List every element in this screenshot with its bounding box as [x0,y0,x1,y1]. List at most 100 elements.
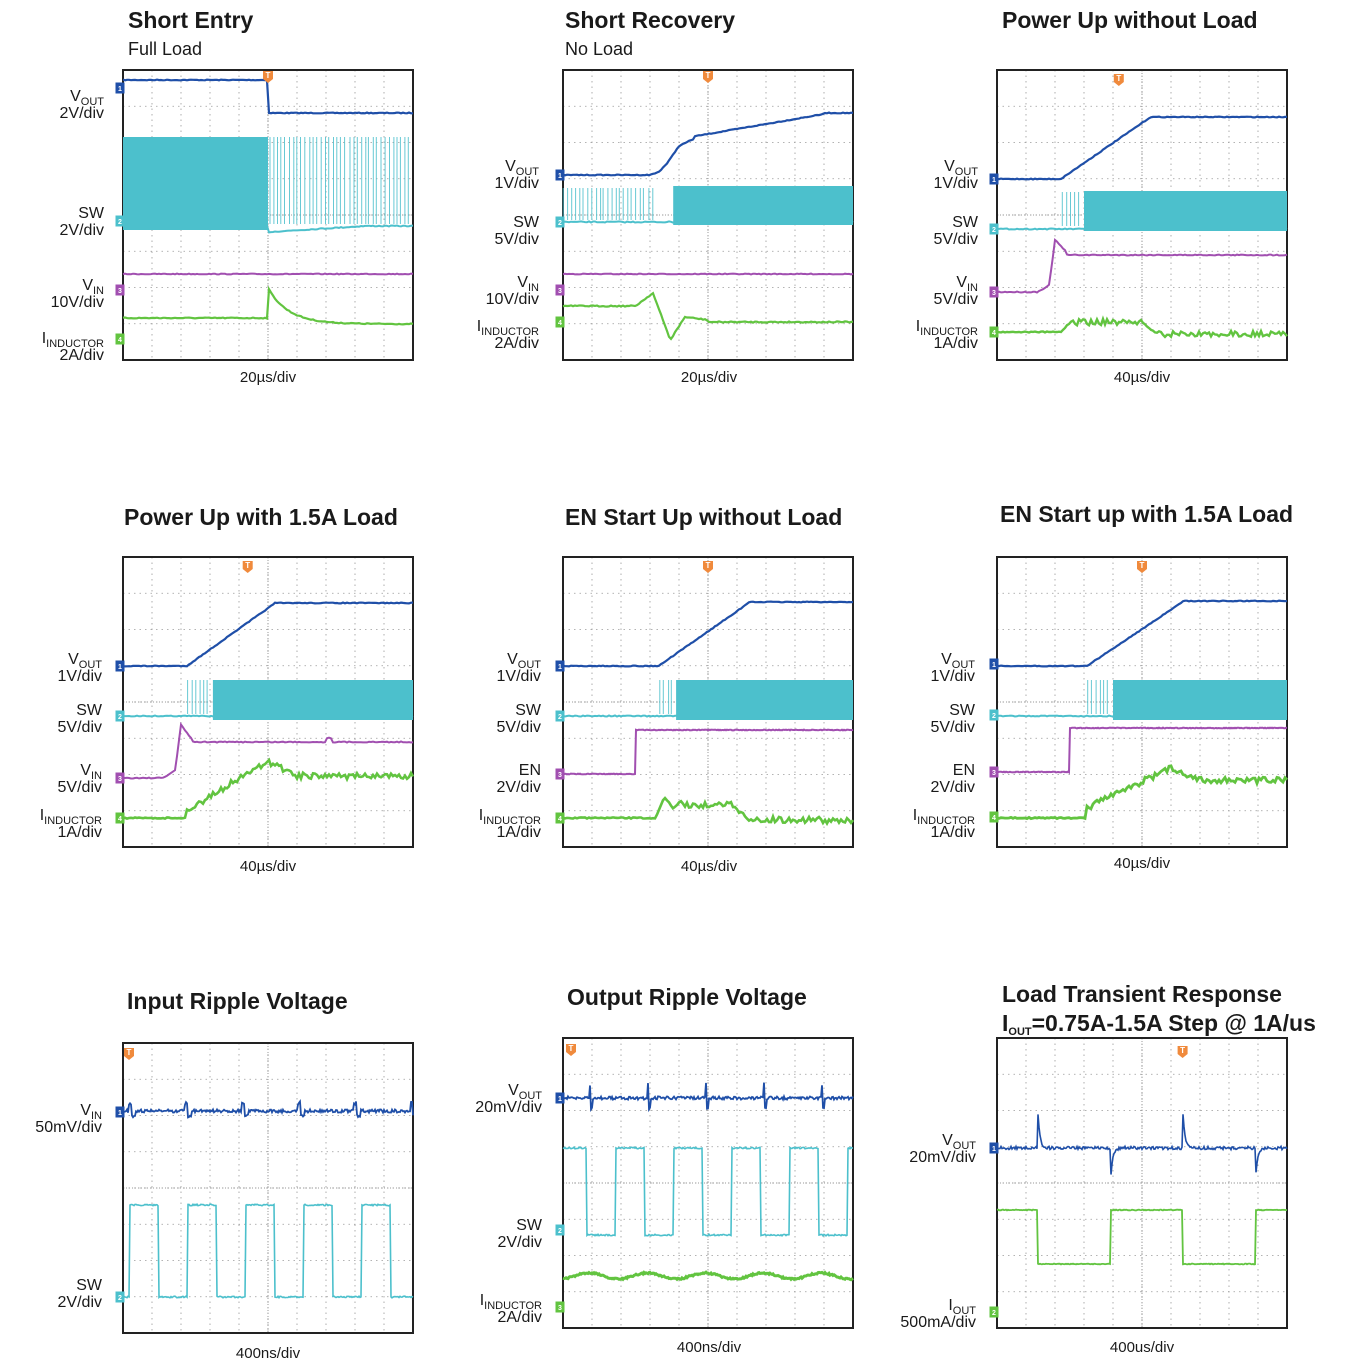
channel-label: VIN [80,762,102,782]
sw-baseline [122,714,414,718]
sw-band [1113,680,1287,720]
channel-marker-number: 1 [118,86,122,93]
channel-marker [115,1106,125,1118]
channel-label: IOUT [948,1297,976,1317]
channel-scale: 5V/div [497,719,541,736]
channel-marker [989,658,999,670]
channel-marker [115,333,125,345]
channel-marker-number: 4 [992,330,996,337]
channel-marker [115,215,125,227]
channel-scale: 5V/div [931,719,975,736]
channel-marker-number: 3 [992,290,996,297]
vout-trace [562,1082,854,1113]
channel-scale: 1V/div [931,668,975,685]
channel-marker-number: 4 [118,337,122,344]
timebase-label: 20µs/div [240,369,297,386]
trigger-marker-t: T [569,1044,574,1053]
trigger-marker-t: T [706,71,711,80]
timebase-label: 40µs/div [1114,369,1171,386]
sw-start-pulses [187,680,208,714]
panel-title: EN Start Up without Load [565,504,842,530]
trigger-marker [124,1048,134,1060]
channel-label: EN [519,762,541,779]
channel-scale: 5V/div [58,719,102,736]
channel-marker-number: 1 [992,662,996,669]
inductor-trace [562,796,855,827]
vout-trace [997,115,1287,181]
channel-marker-number: 3 [118,776,122,783]
channel-marker [115,1291,125,1303]
sw-baseline [562,220,854,224]
channel-marker-number: 2 [558,714,562,721]
channel-label: IINDUCTOR [477,318,539,338]
panel-title: Short Recovery [565,7,735,33]
channel-scale: 1A/div [497,824,541,841]
scope-grid [562,1037,854,1329]
timebase-label: 40µs/div [240,858,297,875]
channel-label: SW [515,702,542,719]
trigger-marker [566,1044,576,1056]
trigger-marker-t: T [1180,1046,1185,1055]
channel-scale: 2V/div [497,779,541,796]
sw-early-pulses [562,188,654,220]
channel-label: VIN [82,277,104,297]
scope-grid [122,1042,414,1334]
channel-scale: 2A/div [498,1309,542,1326]
channel-scale: 1V/div [58,668,102,685]
channel-label: IINDUCTOR [40,807,102,827]
sw-band [673,186,853,225]
vout-trace [562,600,854,668]
vout-trace [996,599,1288,668]
sw-start-pulses [659,680,672,714]
channel-marker [555,216,565,228]
channel-marker [989,173,999,185]
panel-title: EN Start up with 1.5A Load [1000,501,1293,527]
channel-label: VIN [80,1102,102,1122]
channel-label: VOUT [507,651,541,671]
channel-marker [989,223,999,235]
channel-label: SW [78,205,105,222]
channel-scale: 500mA/div [900,1314,976,1331]
en-trace [997,726,1288,775]
channel-marker [115,82,125,94]
channel-marker [989,326,999,338]
channel-scale: 10V/div [51,294,104,311]
sw-trace [122,1202,414,1300]
panel-title: Short Entry [128,7,253,33]
channel-marker [555,284,565,296]
channel-label: SW [949,702,976,719]
channel-marker [555,660,565,672]
channel-marker-number: 2 [118,219,122,226]
channel-scale: 5V/div [934,231,978,248]
channel-label: VOUT [68,651,102,671]
channel-scale: 50mV/div [35,1119,102,1136]
inductor-trace [122,757,415,820]
timebase-label: 40µs/div [681,858,738,875]
inductor-trace [996,764,1288,821]
panel-title: Input Ripple Voltage [127,988,348,1014]
channel-label: SW [513,214,540,231]
channel-marker [115,710,125,722]
channel-label: VOUT [942,1132,976,1152]
sw-pulses [269,137,409,224]
channel-marker [115,812,125,824]
sw-baseline [996,714,1288,718]
channel-label: SW [76,702,103,719]
channel-scale: 2V/div [60,105,104,122]
channel-marker-number: 3 [992,770,996,777]
channel-marker [555,169,565,181]
channel-marker-number: 4 [992,815,996,822]
sw-trace [562,1145,854,1238]
panel-title: Power Up without Load [1002,7,1258,33]
channel-scale: 2V/div [58,1294,102,1311]
channel-scale: 1A/div [934,335,978,352]
scope-panel-9: Load Transient Response IOUT=0.75A-1.5A S… [900,981,1315,1356]
channel-label: IINDUCTOR [479,807,541,827]
channel-marker-number: 2 [992,1310,996,1317]
scope-frame [996,1037,1288,1329]
